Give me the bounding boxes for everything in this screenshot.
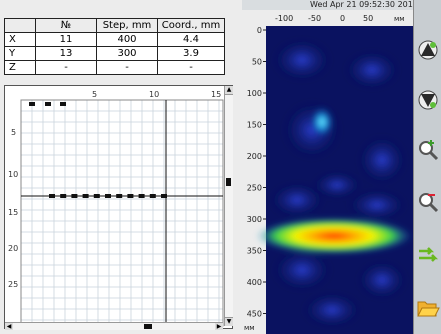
radar-y-tick: 300 [247, 215, 262, 224]
radar-x-tick: 50 [363, 14, 373, 23]
radar-x-tick: -100 [275, 14, 293, 23]
datetime-label: Wed Apr 21 09:52:30 2010 [310, 0, 418, 9]
num-cell[interactable]: 13 [35, 46, 97, 61]
num-cell[interactable]: - [35, 60, 97, 75]
radar-y-tick: 450 [247, 310, 262, 319]
grid-y-tick: 10 [8, 170, 18, 179]
right-toolbar [413, 0, 441, 334]
scan-point [149, 194, 156, 198]
step-cell[interactable]: - [96, 60, 158, 75]
magnify-plus-icon[interactable] [416, 138, 440, 162]
radar-y-tick: 0 [257, 26, 262, 35]
table-row-x[interactable]: X 11 400 4.4 [4, 32, 225, 47]
scroll-up-arrow-icon[interactable]: ▲ [225, 86, 233, 95]
scan-point [60, 102, 66, 106]
radar-y-tick: 350 [247, 247, 262, 256]
scan-point [93, 194, 100, 198]
scan-point [116, 194, 123, 198]
scan-point [45, 102, 51, 106]
vertical-scroll-thumb[interactable] [226, 178, 231, 186]
grid-y-tick: 20 [8, 244, 18, 253]
scan-point [161, 194, 167, 198]
header-axis [4, 18, 36, 33]
grid-vertical-scrollbar[interactable]: ▲ ▼ [224, 86, 233, 326]
scan-point [60, 194, 67, 198]
grid-x-tick: 10 [149, 90, 159, 99]
scroll-right-arrow-icon[interactable]: ▶ [215, 323, 223, 330]
arrows-right-icon[interactable] [416, 243, 440, 267]
axis-label: Y [4, 46, 36, 61]
table-row-y[interactable]: Y 13 300 3.9 [4, 46, 225, 61]
coordinate-table: № Step, mm Coord., mm X 11 400 4.4 Y 13 … [4, 18, 225, 75]
num-cell[interactable]: 11 [35, 32, 97, 47]
axis-label: X [4, 32, 36, 47]
scan-point [127, 194, 134, 198]
radar-x-tick: -50 [308, 14, 321, 23]
radar-y-tick: 50 [252, 58, 262, 67]
table-row-z[interactable]: Z - - - [4, 60, 225, 75]
scan-grid-canvas[interactable]: 5 10 15 5 10 15 20 25 [5, 86, 234, 330]
radar-y-axis-area [242, 10, 266, 334]
grid-horizontal-scrollbar[interactable]: ◀ ▶ [5, 322, 223, 330]
radar-y-tick: 150 [247, 121, 262, 130]
axis-label: Z [4, 60, 36, 75]
header-coord: Coord., mm [157, 18, 225, 33]
coord-cell: 3.9 [157, 46, 225, 61]
grid-y-tick: 25 [8, 280, 18, 289]
radar-x-unit: мм [394, 15, 405, 23]
magnify-minus-icon[interactable] [416, 190, 440, 214]
coord-cell: - [157, 60, 225, 75]
scan-point [82, 194, 89, 198]
scan-point [49, 194, 55, 198]
scan-point [105, 194, 111, 198]
table-header-row: № Step, mm Coord., mm [4, 18, 225, 33]
scan-points [29, 102, 167, 198]
scan-grid[interactable]: 5 10 15 5 10 15 20 25 [4, 85, 233, 329]
radar-y-tick: 250 [247, 184, 262, 193]
scan-point [29, 102, 35, 106]
open-folder-icon[interactable] [416, 296, 440, 320]
radar-y-tick: 200 [247, 152, 262, 161]
scan-point [138, 194, 145, 198]
grid-y-tick: 5 [11, 128, 16, 137]
horizontal-scroll-thumb[interactable] [144, 324, 152, 329]
zoom-in-vertical-icon[interactable] [416, 38, 440, 62]
zoom-out-vertical-icon[interactable] [416, 88, 440, 112]
header-number: № [35, 18, 97, 33]
scroll-down-arrow-icon[interactable]: ▼ [225, 317, 233, 326]
step-cell[interactable]: 400 [96, 32, 158, 47]
header-step: Step, mm [96, 18, 158, 33]
radar-y-tick: 100 [247, 89, 262, 98]
radar-texture [256, 38, 412, 328]
radar-y-unit: мм [244, 324, 255, 332]
radar-x-axis-area [266, 10, 413, 26]
step-cell[interactable]: 300 [96, 46, 158, 61]
grid-y-tick: 15 [8, 208, 18, 217]
radar-y-tick: 400 [247, 278, 262, 287]
grid-x-tick: 5 [92, 90, 97, 99]
radar-x-tick: 0 [340, 14, 345, 23]
coord-cell: 4.4 [157, 32, 225, 47]
radargram[interactable]: -100 -50 0 50 мм 0 50 100 150 200 250 300 350 40… [242, 0, 413, 334]
grid-x-tick: 15 [211, 90, 221, 99]
scroll-left-arrow-icon[interactable]: ◀ [5, 323, 13, 330]
scan-point [71, 194, 78, 198]
